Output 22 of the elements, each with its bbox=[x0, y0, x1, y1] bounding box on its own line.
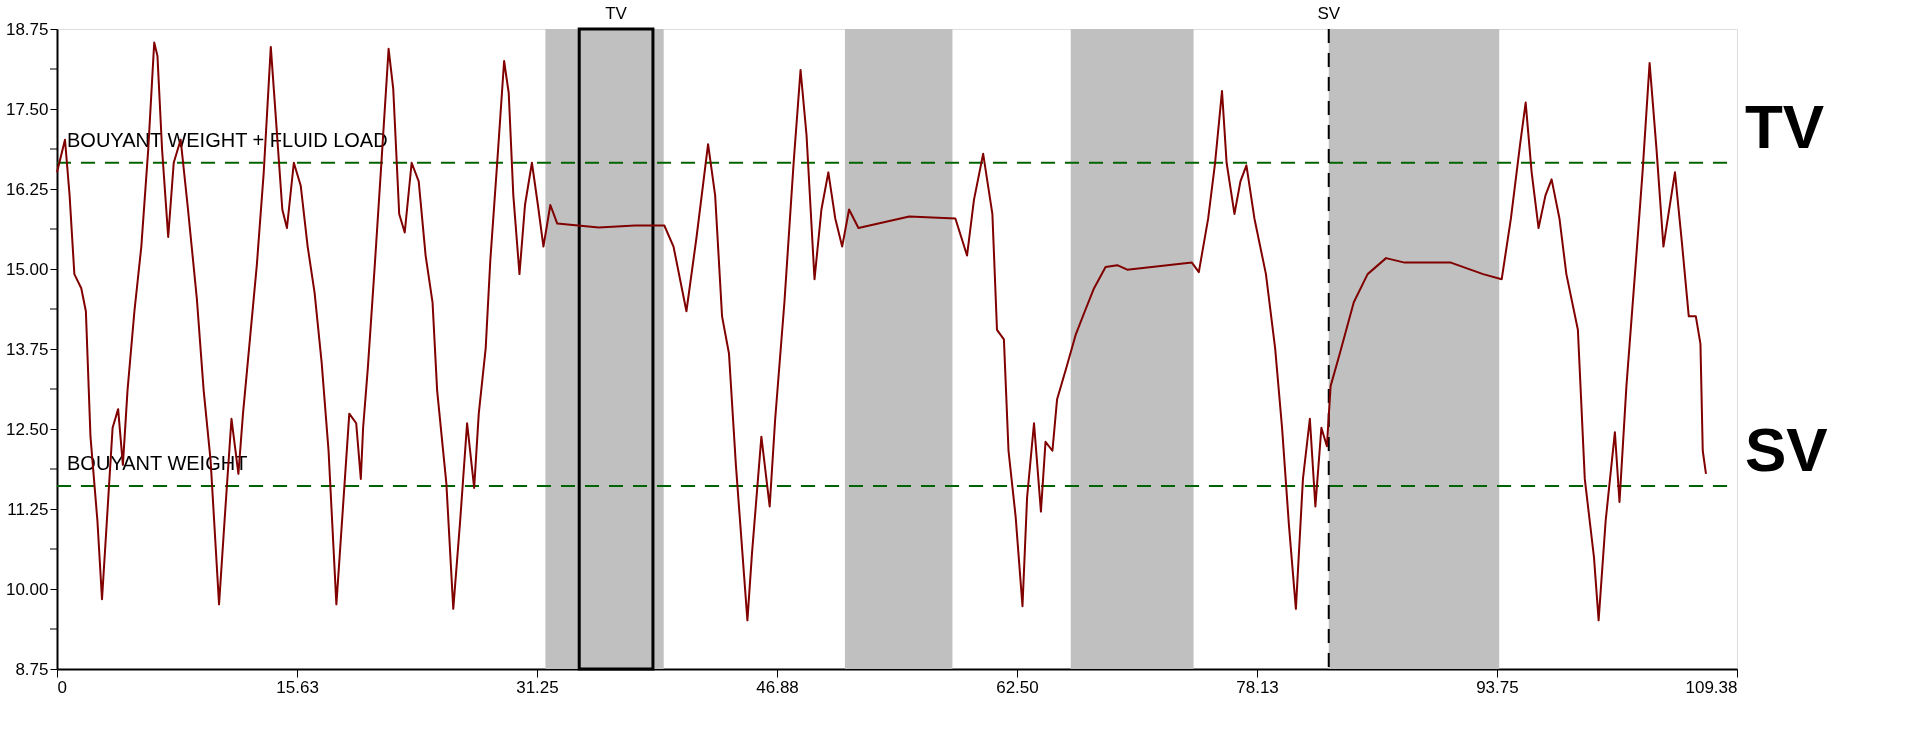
x-tick-label: 0 bbox=[57, 677, 67, 697]
y-tick-label: 12.50 bbox=[5, 419, 49, 439]
y-tick-label: 17.50 bbox=[5, 99, 49, 119]
x-tick-label: 15.63 bbox=[276, 677, 319, 697]
band-label: TV bbox=[605, 4, 628, 23]
line-series bbox=[56, 41, 1707, 622]
y-tick-label: 13.75 bbox=[5, 339, 49, 359]
x-tick-label: 31.25 bbox=[516, 677, 559, 697]
y-tick-label: 15.00 bbox=[5, 259, 49, 279]
y-tick-label: 11.25 bbox=[7, 499, 49, 519]
ref-line-label: SV bbox=[1317, 4, 1341, 23]
x-tick-label: 62.50 bbox=[996, 677, 1039, 697]
x-tick-label: 78.13 bbox=[1236, 677, 1279, 697]
y-tick-label: 10.00 bbox=[5, 579, 49, 599]
x-tick-label: 93.75 bbox=[1476, 677, 1519, 697]
text: TV bbox=[1745, 91, 1825, 161]
x-tick-label: 46.88 bbox=[756, 677, 799, 697]
y-tick-label: 18.75 bbox=[5, 19, 49, 39]
x-tick-label: 109.38 bbox=[1685, 677, 1738, 697]
y-tick-label: 8.75 bbox=[15, 659, 49, 679]
y-tick-label: 16.25 bbox=[5, 179, 49, 199]
text: SV bbox=[1745, 414, 1828, 484]
